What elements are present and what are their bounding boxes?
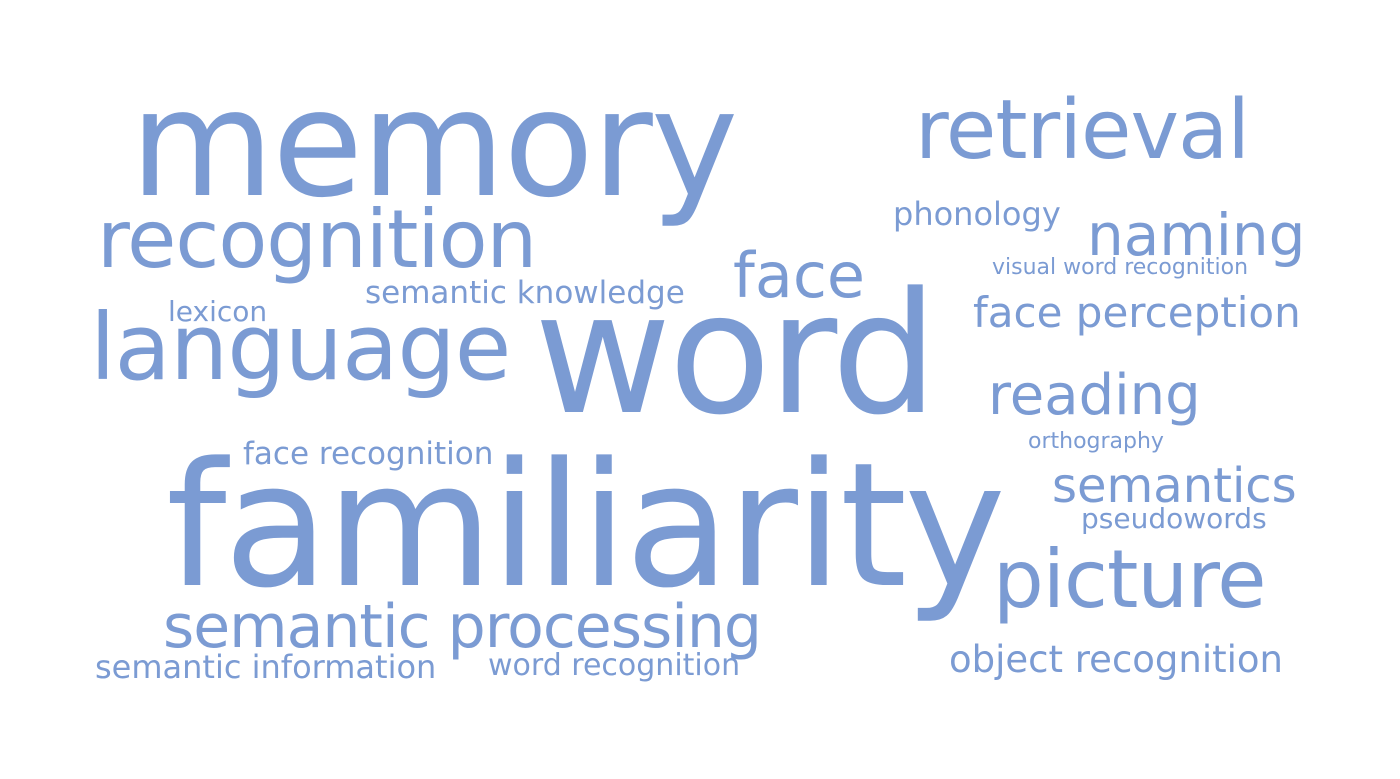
word-word: word bbox=[534, 256, 938, 452]
word-face-perception: face perception bbox=[973, 288, 1301, 337]
word-familiarity: familiarity bbox=[166, 425, 1006, 626]
word-retrieval: retrieval bbox=[915, 83, 1250, 178]
word-pseudowords: pseudowords bbox=[1081, 502, 1267, 535]
word-recognition: recognition bbox=[97, 193, 537, 286]
word-semantics: semantics bbox=[1052, 458, 1297, 514]
word-semantic-information: semantic information bbox=[95, 648, 437, 686]
word-memory: memory bbox=[130, 58, 738, 230]
word-word-recognition: word recognition bbox=[488, 648, 741, 683]
word-orthography: orthography bbox=[1028, 429, 1164, 454]
word-language: language bbox=[90, 294, 511, 401]
word-reading: reading bbox=[988, 363, 1201, 428]
word-lexicon: lexicon bbox=[168, 295, 268, 328]
word-face-recognition: face recognition bbox=[243, 436, 494, 472]
word-face: face bbox=[733, 239, 866, 312]
word-semantic-processing: semantic processing bbox=[163, 592, 762, 662]
word-picture: picture bbox=[993, 533, 1266, 626]
word-visual-word-recognition: visual word recognition bbox=[992, 255, 1249, 280]
word-semantic-knowledge: semantic knowledge bbox=[365, 275, 685, 311]
word-naming: naming bbox=[1087, 201, 1306, 269]
word-object-recognition: object recognition bbox=[949, 638, 1284, 681]
word-phonology: phonology bbox=[893, 195, 1061, 233]
